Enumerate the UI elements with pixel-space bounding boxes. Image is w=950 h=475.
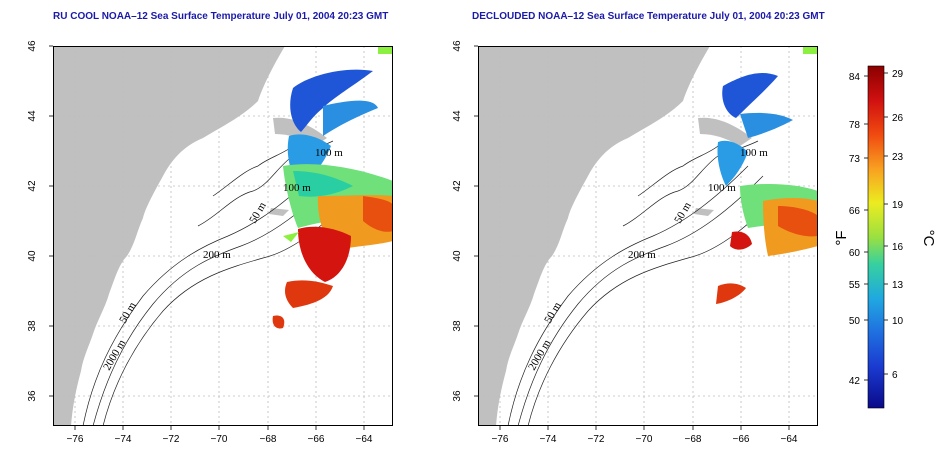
colorbar-gradient (867, 65, 885, 409)
contour-label: 100 m (740, 147, 768, 159)
land-mass (698, 117, 752, 146)
contour-label: 100 m (283, 182, 311, 194)
longitude-tick-label: −70 (211, 434, 228, 445)
fahrenheit-unit-label: °F (833, 230, 850, 245)
fahrenheit-tick-label: 84 (849, 72, 861, 83)
longitude-tick-label: −72 (163, 434, 180, 445)
longitude-tick-label: −68 (685, 434, 702, 445)
longitude-tick-label: −72 (588, 434, 605, 445)
sst-data (716, 46, 818, 304)
sst-map-ru-cool: 100 m 100 m 50 m 200 m 50 m 2000 m (53, 46, 393, 426)
longitude-tick-label: −70 (636, 434, 653, 445)
latitude-tick-label: 40 (452, 250, 463, 262)
latitude-tick-label: 42 (452, 180, 463, 192)
latitude-tick-label: 42 (27, 180, 38, 192)
celsius-tick-label: 13 (892, 280, 904, 291)
latitude-tick-label: 36 (27, 390, 38, 402)
fahrenheit-tick-label: 55 (849, 280, 861, 291)
fahrenheit-tick-label: 60 (849, 248, 861, 259)
longitude-tick-label: −66 (308, 434, 325, 445)
fahrenheit-tick-label: 78 (849, 120, 861, 131)
contour-label: 100 m (315, 147, 343, 159)
fahrenheit-tick-label: 73 (849, 154, 861, 165)
celsius-unit-label: °C (920, 230, 937, 247)
fahrenheit-tick-label: 66 (849, 206, 861, 217)
longitude-tick-label: −76 (492, 434, 509, 445)
longitude-tick-label: −64 (356, 434, 373, 445)
map-title-right: DECLOUDED NOAA–12 Sea Surface Temperatur… (472, 11, 825, 22)
contour-label: 100 m (708, 182, 736, 194)
fahrenheit-tick-label: 42 (849, 376, 861, 387)
longitude-tick-label: −74 (115, 434, 132, 445)
sst-map-declouded: 100 m 100 m 50 m 200 m 50 m 2000 m (478, 46, 818, 426)
celsius-tick-label: 16 (892, 242, 904, 253)
celsius-tick-label: 19 (892, 200, 904, 211)
latitude-tick-label: 38 (452, 320, 463, 332)
longitude-tick-label: −74 (540, 434, 557, 445)
contour-label: 200 m (203, 249, 231, 261)
longitude-tick-label: −76 (67, 434, 84, 445)
latitude-tick-label: 46 (452, 40, 463, 52)
island (269, 208, 289, 216)
land-mass (478, 46, 710, 426)
map-title-left: RU COOL NOAA–12 Sea Surface Temperature … (53, 11, 389, 22)
longitude-tick-label: −66 (733, 434, 750, 445)
longitude-tick-label: −68 (260, 434, 277, 445)
celsius-tick-label: 26 (892, 113, 904, 124)
latitude-tick-label: 38 (27, 320, 38, 332)
latitude-tick-label: 36 (452, 390, 463, 402)
longitude-tick-label: −64 (781, 434, 798, 445)
latitude-tick-label: 40 (27, 250, 38, 262)
land-mass (53, 46, 285, 426)
temperature-colorbar: 84 78 73 66 60 55 50 42 29 26 23 19 16 13 10 6 °F °C (820, 62, 940, 412)
contour-label: 200 m (628, 249, 656, 261)
latitude-tick-label: 46 (27, 40, 38, 52)
sst-data (272, 46, 393, 329)
celsius-tick-label: 23 (892, 152, 904, 163)
latitude-tick-label: 44 (27, 110, 38, 122)
celsius-tick-label: 6 (892, 370, 898, 381)
island (694, 208, 714, 216)
celsius-tick-label: 29 (892, 69, 904, 80)
latitude-tick-label: 44 (452, 110, 463, 122)
celsius-tick-label: 10 (892, 316, 904, 327)
fahrenheit-tick-label: 50 (849, 316, 861, 327)
